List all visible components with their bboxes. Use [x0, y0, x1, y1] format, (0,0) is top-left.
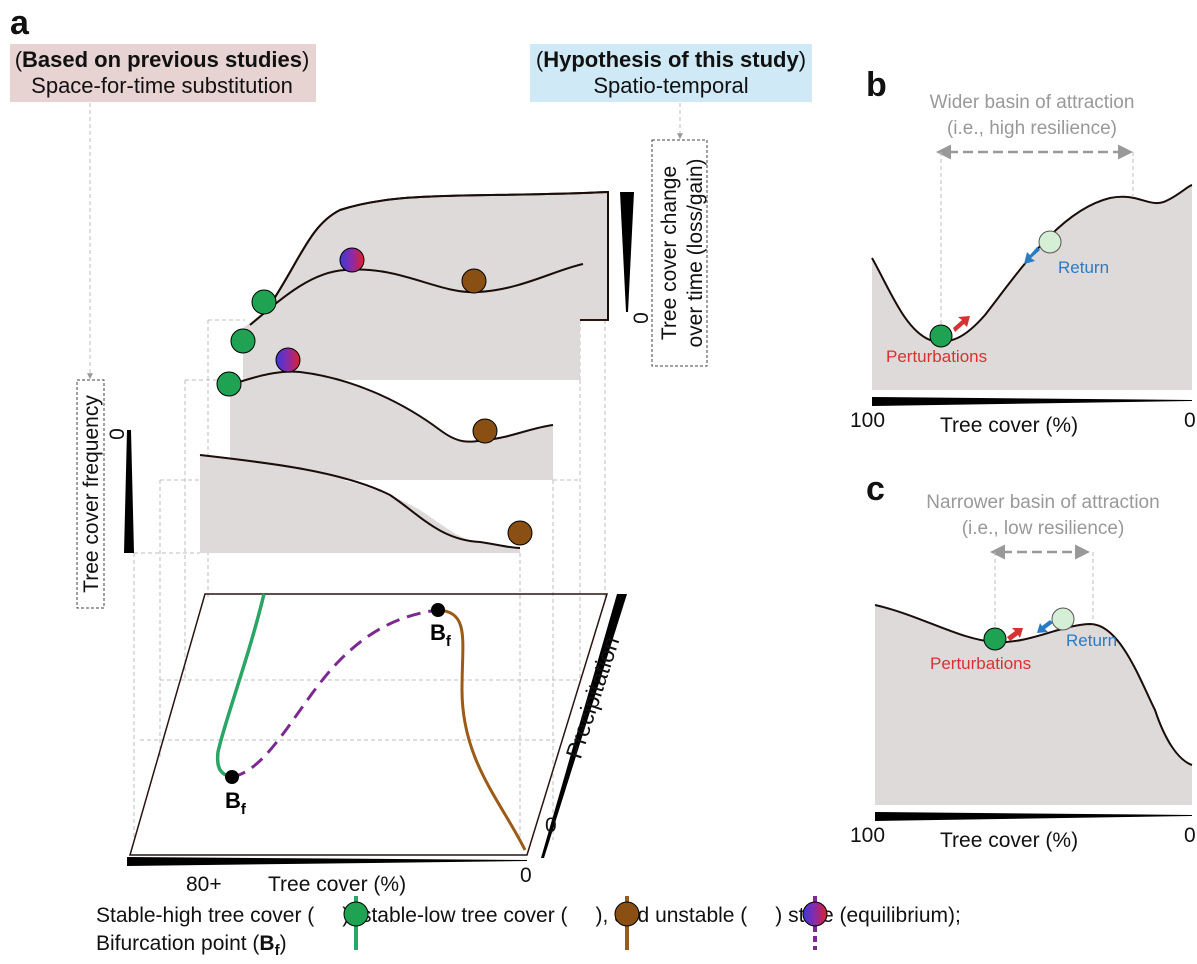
- x-axis-left-a: 80+: [186, 873, 222, 896]
- header-right-title: (Hypothesis of this study): [536, 47, 806, 72]
- y-axis-right-box: [651, 139, 708, 367]
- y-axis-right-label-2: over time (loss/gain): [684, 158, 707, 347]
- panel-c-letter: c: [866, 470, 885, 508]
- y-axis-right-zero: 0: [630, 312, 653, 324]
- panel-b-landscape: [872, 185, 1192, 390]
- unstable-line: [231, 608, 439, 779]
- panel-b-x-wedge: [872, 397, 1192, 406]
- landscape-curve-4: [269, 191, 609, 306]
- panel-b-perturb-label: Perturbations: [886, 347, 987, 366]
- panel-b-x-right: 0: [1184, 409, 1196, 432]
- landscape-layer-1: [200, 455, 520, 553]
- panel-c-perturb-arrow: [1007, 628, 1023, 641]
- panel-b-basin-2: (i.e., high resilience): [947, 118, 1117, 139]
- precip-zero: 0: [545, 814, 557, 837]
- panel-b-basin-1: Wider basin of attraction: [930, 92, 1135, 113]
- legend: Stable-high tree cover ( ), stable-low tr…: [96, 896, 961, 959]
- ball-unstable-l2: [275, 347, 301, 373]
- panel-c-ball-perturbed: [1051, 607, 1075, 631]
- legend-ball-stable-low: [614, 901, 640, 927]
- panel-a-letter: a: [10, 4, 30, 42]
- panel-c-landscape: [875, 605, 1192, 805]
- panel-b-ball-stable: [929, 324, 953, 348]
- panel-b-x-left: 100: [850, 409, 885, 432]
- y-axis-left-label: Tree cover frequency: [80, 395, 103, 593]
- panel-c-x-left: 100: [850, 824, 885, 847]
- precip-label: Precipitation: [560, 633, 624, 761]
- panel-b-letter: b: [866, 66, 887, 104]
- panel-c-return-arrow: [1037, 620, 1053, 633]
- panel-c-basin-1: Narrower basin of attraction: [926, 492, 1159, 513]
- x-axis-right-a: 0: [520, 864, 532, 887]
- header-left-box: [10, 44, 316, 102]
- svg-text:Stable-high tree cover (), sta: Stable-high tree cover ( ), stable-low tr…: [96, 904, 961, 927]
- bifurcation-plane: [129, 593, 609, 856]
- y-axis-left-box: [76, 379, 105, 609]
- panel-c-ball-stable: [983, 627, 1007, 651]
- ball-stable-low-l2: [472, 418, 498, 444]
- layer-guides: [133, 319, 606, 840]
- svg-text:Bifurcation point (Bf): Bifurcation point (Bf): [96, 932, 287, 959]
- legend-ball-stable-high: [343, 901, 369, 927]
- bf-label-bottom: Bf: [225, 788, 247, 818]
- panel-c-basin-2: (i.e., low resilience): [962, 518, 1125, 539]
- bf-label-top: Bf: [430, 620, 452, 650]
- x-axis-label-a: Tree cover (%): [268, 873, 406, 896]
- landscape-curve-1: [199, 454, 521, 549]
- panel-b-return-arrow: [1024, 247, 1040, 264]
- panel-c-return-label: Return: [1066, 631, 1117, 650]
- landscape-layer-3: [243, 265, 580, 380]
- header-right-box: [530, 44, 812, 102]
- ball-unstable-l3: [339, 247, 365, 273]
- legend-ball-unstable: [802, 901, 828, 927]
- ball-stable-high-l4: [251, 289, 277, 315]
- legend-text-2: ), stable-low tree cover (: [342, 904, 567, 927]
- header-right-subtitle: Spatio-temporal: [593, 73, 748, 98]
- y-axis-left-zero: 0: [106, 428, 129, 440]
- panel-c-perturb-label: Perturbations: [930, 654, 1031, 673]
- x-axis-wedge-a: [127, 857, 527, 866]
- bf-point-top: [431, 603, 445, 617]
- landscape-layer-2: [230, 371, 553, 480]
- panel-c-x-wedge: [875, 812, 1192, 821]
- header-left-subtitle: Space-for-time substitution: [31, 73, 293, 98]
- y-axis-left-wedge: [124, 430, 134, 553]
- ball-stable-low-l3: [461, 268, 487, 294]
- legend-text-5: Bifurcation point (: [96, 932, 259, 955]
- panel-c-curve: [874, 604, 1193, 766]
- panel-b-return-label: Return: [1058, 258, 1109, 277]
- panel-b-perturb-arrow: [953, 316, 970, 332]
- panel-b-x-label: Tree cover (%): [940, 414, 1078, 437]
- panel-c-x-label: Tree cover (%): [940, 829, 1078, 852]
- panel-b-ball-perturbed: [1038, 230, 1062, 254]
- precip-wedge: [541, 594, 627, 858]
- panel-c-x-right: 0: [1184, 824, 1196, 847]
- stable-low-line: [437, 608, 527, 851]
- stable-high-line: [215, 593, 266, 779]
- ball-stable-low-l1: [507, 520, 533, 546]
- legend-text-1: Stable-high tree cover (: [96, 904, 314, 927]
- ball-stable-high-l3: [230, 328, 256, 354]
- bf-point-bottom: [225, 770, 239, 784]
- landscape-curve-3: [249, 263, 584, 326]
- header-left-title: (Based on previous studies): [15, 47, 310, 72]
- y-axis-right-wedge: [620, 192, 634, 312]
- y-axis-right-label-1: Tree cover change: [658, 166, 681, 340]
- ball-stable-high-l2: [216, 371, 242, 397]
- legend-text-6: ): [280, 932, 287, 955]
